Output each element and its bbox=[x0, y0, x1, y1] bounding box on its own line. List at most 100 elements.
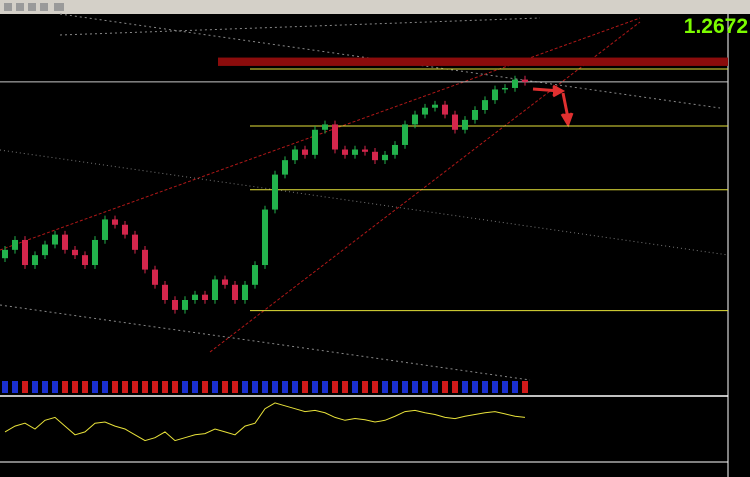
signal-bar bbox=[402, 381, 408, 393]
signal-bar bbox=[62, 381, 68, 393]
candle-body bbox=[222, 279, 228, 285]
signal-bar bbox=[182, 381, 188, 393]
signal-bar bbox=[482, 381, 488, 393]
oscillator-line bbox=[4, 402, 526, 442]
signal-bar bbox=[2, 381, 8, 393]
candle-body bbox=[192, 294, 198, 300]
candle-body bbox=[232, 284, 238, 300]
candle-body bbox=[182, 300, 188, 310]
signal-bar bbox=[222, 381, 228, 393]
candle-body bbox=[252, 265, 258, 285]
signal-bar bbox=[232, 381, 238, 393]
signal-bar bbox=[102, 381, 108, 393]
candle-body bbox=[82, 255, 88, 266]
candle-body bbox=[392, 144, 398, 155]
signal-bar bbox=[32, 381, 38, 393]
candle-body bbox=[522, 79, 528, 82]
icon[interactable] bbox=[4, 3, 12, 11]
candle-body bbox=[22, 239, 28, 266]
signal-bar bbox=[502, 381, 508, 393]
candle-body bbox=[312, 129, 318, 155]
signal-bar bbox=[452, 381, 458, 393]
candle-body bbox=[62, 234, 68, 250]
toolbar-icons bbox=[4, 3, 64, 11]
candle-body bbox=[512, 79, 518, 88]
signal-bar bbox=[212, 381, 218, 393]
toolbar bbox=[0, 0, 750, 14]
candle-body bbox=[12, 239, 18, 250]
candle-body bbox=[332, 124, 338, 150]
signal-bar bbox=[272, 381, 278, 393]
signal-bar bbox=[172, 381, 178, 393]
icon[interactable] bbox=[16, 3, 24, 11]
plot bbox=[0, 57, 728, 442]
signal-bar bbox=[242, 381, 248, 393]
candle-body bbox=[352, 149, 358, 155]
candle-body bbox=[432, 104, 438, 108]
icon[interactable] bbox=[28, 3, 36, 11]
signal-bar bbox=[472, 381, 478, 393]
signal-bar bbox=[282, 381, 288, 393]
signal-bar bbox=[462, 381, 468, 393]
candle-body bbox=[262, 209, 268, 266]
signal-bar bbox=[192, 381, 198, 393]
signal-bar bbox=[382, 381, 388, 393]
candle-body bbox=[242, 284, 248, 300]
signal-bar bbox=[342, 381, 348, 393]
signal-bar bbox=[322, 381, 328, 393]
signal-bar bbox=[252, 381, 258, 393]
candle-body bbox=[402, 124, 408, 145]
candle-body bbox=[502, 87, 508, 90]
candle-body bbox=[422, 107, 428, 115]
signal-bar bbox=[72, 381, 78, 393]
signal-bar bbox=[522, 381, 528, 393]
signal-bar bbox=[302, 381, 308, 393]
signal-bar bbox=[432, 381, 438, 393]
candle-body bbox=[162, 284, 168, 300]
candle-body bbox=[492, 89, 498, 101]
signal-bar bbox=[122, 381, 128, 393]
candle-body bbox=[372, 151, 378, 161]
candle-body bbox=[412, 114, 418, 125]
signal-bar bbox=[202, 381, 208, 393]
signal-bar bbox=[362, 381, 368, 393]
signal-bar bbox=[422, 381, 428, 393]
candle-body bbox=[442, 104, 448, 115]
signal-bar bbox=[262, 381, 268, 393]
candle-body bbox=[482, 100, 488, 110]
candle-body bbox=[52, 234, 58, 245]
signal-bar bbox=[312, 381, 318, 393]
signal-bar bbox=[412, 381, 418, 393]
candle-body bbox=[72, 249, 78, 256]
candle-body bbox=[92, 239, 98, 266]
signal-bar bbox=[392, 381, 398, 393]
signal-bar bbox=[142, 381, 148, 393]
signal-bar bbox=[82, 381, 88, 393]
signal-bar bbox=[152, 381, 158, 393]
icon[interactable] bbox=[54, 3, 64, 11]
candle-body bbox=[342, 149, 348, 155]
candle-body bbox=[272, 174, 278, 210]
signal-bar bbox=[132, 381, 138, 393]
candle-body bbox=[152, 269, 158, 285]
candle-body bbox=[132, 234, 138, 250]
signal-bar bbox=[492, 381, 498, 393]
resistance-zone bbox=[218, 57, 728, 66]
candle-body bbox=[452, 114, 458, 130]
signal-bar bbox=[112, 381, 118, 393]
icon[interactable] bbox=[40, 3, 48, 11]
candle-body bbox=[292, 149, 298, 161]
candle-body bbox=[472, 110, 478, 120]
candle-body bbox=[212, 279, 218, 300]
forecast-arrows bbox=[532, 84, 574, 128]
candle-body bbox=[112, 219, 118, 225]
candle-body bbox=[2, 249, 8, 259]
candle-body bbox=[462, 119, 468, 130]
channel-lines bbox=[0, 13, 729, 381]
signal-bar bbox=[92, 381, 98, 393]
candle-body bbox=[302, 149, 308, 155]
candle-body bbox=[32, 255, 38, 266]
candle-body bbox=[382, 154, 388, 161]
